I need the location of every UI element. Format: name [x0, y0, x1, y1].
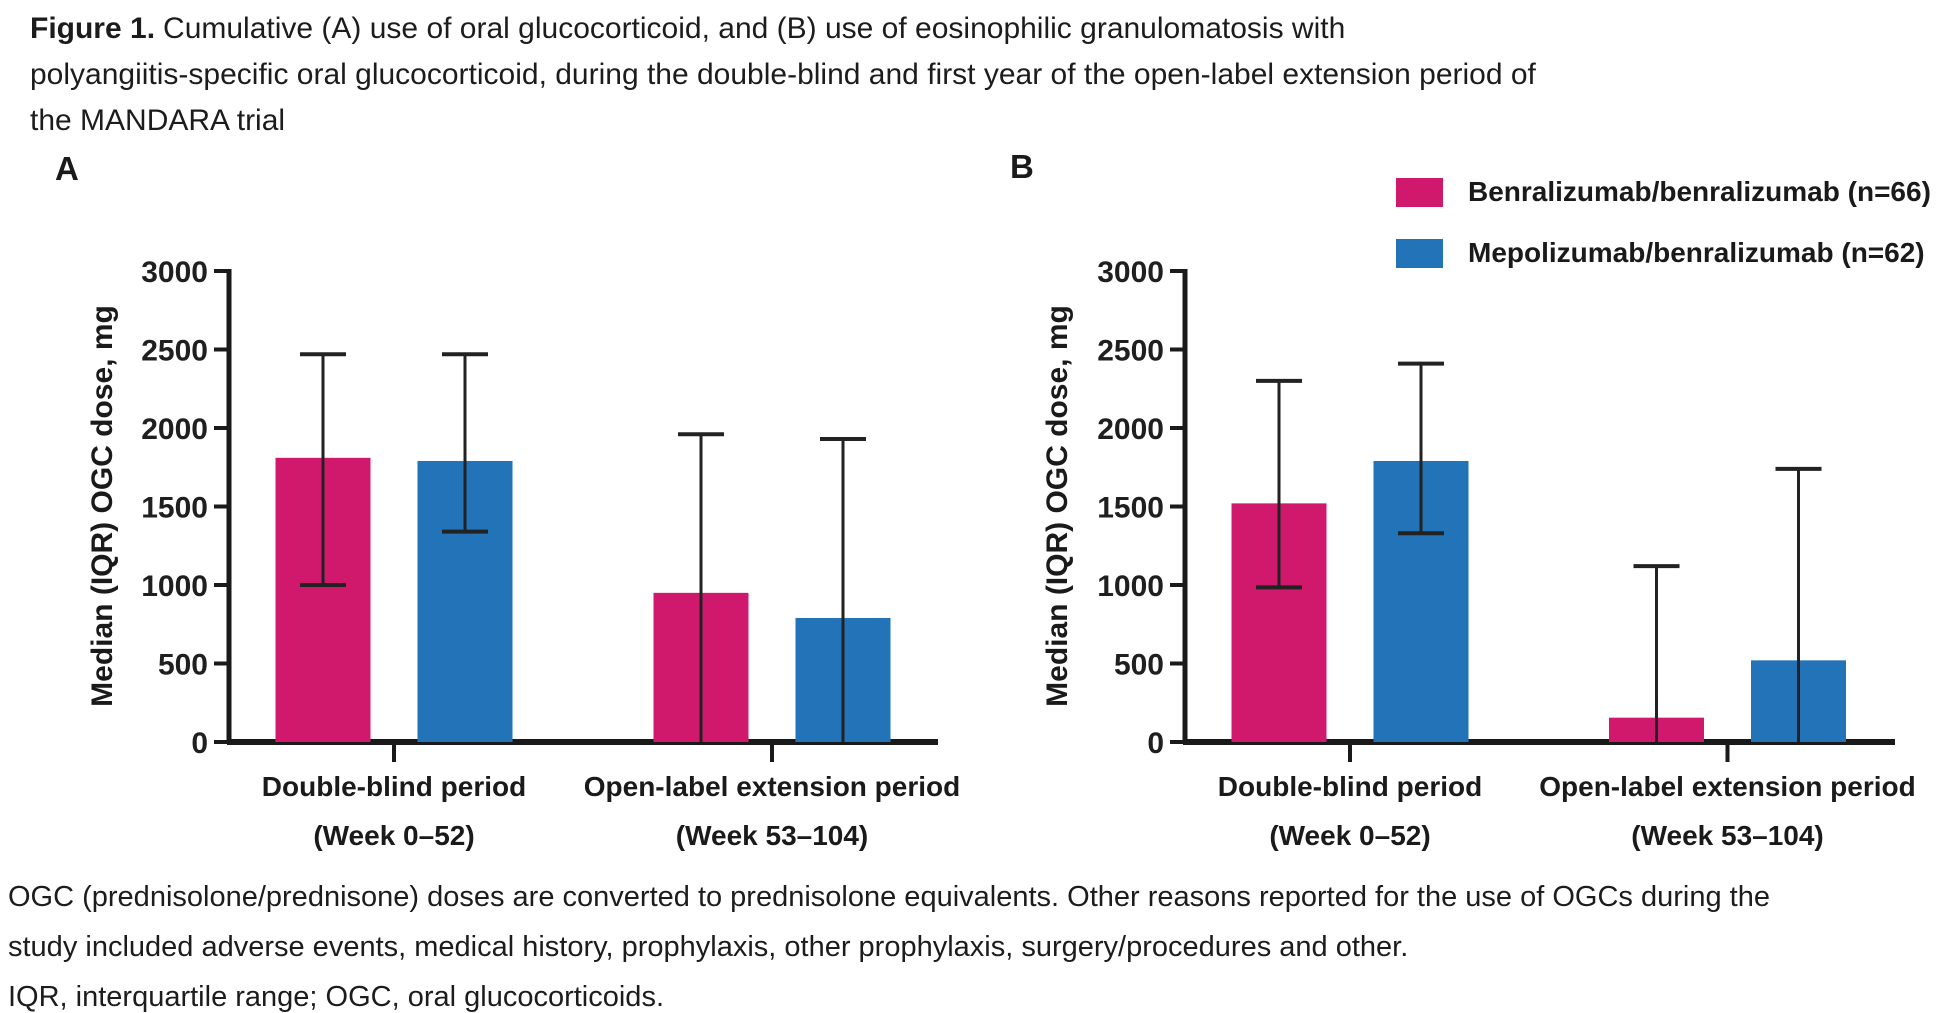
category-label-line2: (Week 53–104) [676, 820, 869, 851]
y-axis-title-A: Median (IQR) OGC dose, mg [86, 305, 119, 707]
legend-item-mepolizumab: Mepolizumab/benralizumab (n=62) [1396, 237, 1931, 269]
figure-title: Figure 1. Cumulative (A) use of oral gluc… [30, 6, 1536, 144]
category-label-line2: (Week 0–52) [1269, 820, 1430, 851]
y-tick-label-A: 3000 [141, 256, 208, 289]
category-label-line1: Open-label extension period [1539, 771, 1916, 802]
benralizumab-swatch [1396, 177, 1443, 207]
panel-label-b: B [1010, 148, 1034, 185]
footnote-line-3: IQR, interquartile range; OGC, oral gluc… [8, 981, 664, 1013]
y-tick-label-B: 1500 [1097, 492, 1164, 525]
panel-label-a: A [55, 150, 79, 187]
category-label-line2: (Week 53–104) [1631, 820, 1824, 851]
y-tick-label-A: 0 [191, 727, 208, 760]
y-tick-label-B: 2000 [1097, 413, 1164, 446]
mepolizumab-swatch [1396, 238, 1443, 268]
title-line-1: Figure 1. Cumulative (A) use of oral gluc… [30, 6, 1536, 52]
footnote-line-1: OGC (prednisolone/prednisone) doses are … [8, 881, 1770, 913]
legend-label-mepolizumab: Mepolizumab/benralizumab (n=62) [1468, 237, 1925, 268]
y-tick-label-B: 0 [1147, 727, 1164, 760]
y-tick-label-A: 1000 [141, 570, 208, 603]
footnote-line-2: study included adverse events, medical h… [8, 931, 1409, 963]
y-axis-title-B: Median (IQR) OGC dose, mg [1041, 305, 1074, 707]
category-label-line2: (Week 0–52) [313, 820, 474, 851]
title-line-1-text: Cumulative (A) use of oral glucocorticoi… [163, 12, 1346, 45]
category-label-line1: Open-label extension period [584, 771, 961, 802]
figure-label: Figure 1. [30, 12, 156, 45]
y-tick-label-B: 2500 [1097, 335, 1164, 368]
category-label-line1: Double-blind period [262, 771, 526, 802]
y-tick-label-A: 1500 [141, 492, 208, 525]
y-tick-label-A: 2500 [141, 335, 208, 368]
title-line-2: polyangiitis-specific oral glucocorticoi… [30, 58, 1536, 91]
y-tick-label-B: 1000 [1097, 570, 1164, 603]
legend-label-benralizumab: Benralizumab/benralizumab (n=66) [1468, 176, 1931, 207]
legend: Benralizumab/benralizumab (n=66) Mepoliz… [1396, 176, 1931, 269]
footnote: OGC (prednisolone/prednisone) doses are … [8, 872, 1770, 1013]
title-line-3: the MANDARA trial [30, 104, 286, 137]
y-tick-label-B: 3000 [1097, 256, 1164, 289]
y-tick-label-A: 500 [158, 649, 208, 682]
y-tick-label-A: 2000 [141, 413, 208, 446]
legend-item-benralizumab: Benralizumab/benralizumab (n=66) [1396, 176, 1931, 208]
y-tick-label-B: 500 [1114, 649, 1164, 682]
category-label-line1: Double-blind period [1218, 771, 1482, 802]
